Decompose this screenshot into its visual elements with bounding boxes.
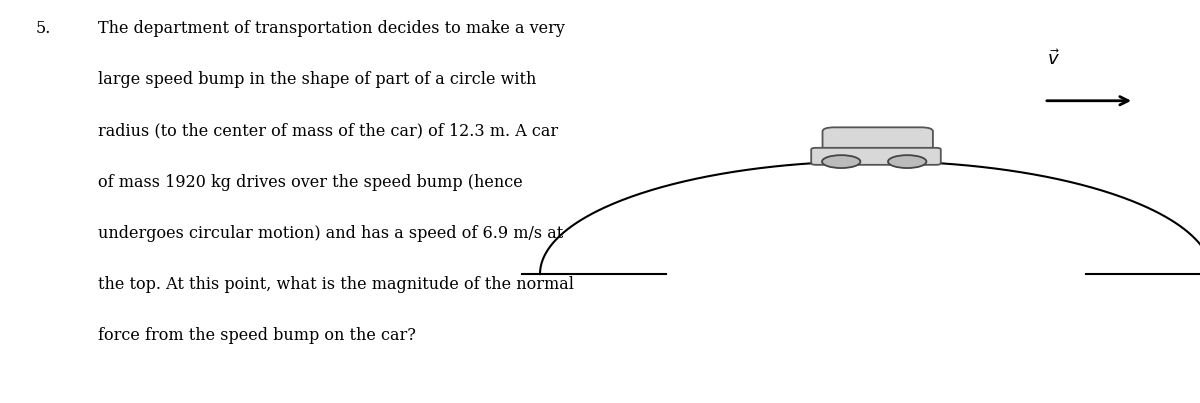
Text: force from the speed bump on the car?: force from the speed bump on the car?: [98, 327, 416, 344]
Text: radius (to the center of mass of the car) of 12.3 m. A car: radius (to the center of mass of the car…: [98, 123, 558, 139]
Text: large speed bump in the shape of part of a circle with: large speed bump in the shape of part of…: [98, 71, 536, 88]
Circle shape: [888, 155, 926, 168]
FancyBboxPatch shape: [822, 127, 932, 154]
Text: $\vec{v}$: $\vec{v}$: [1048, 49, 1060, 69]
Text: of mass 1920 kg drives over the speed bump (hence: of mass 1920 kg drives over the speed bu…: [98, 174, 523, 191]
Text: the top. At this point, what is the magnitude of the normal: the top. At this point, what is the magn…: [98, 276, 575, 293]
Text: The department of transportation decides to make a very: The department of transportation decides…: [98, 20, 565, 37]
Text: undergoes circular motion) and has a speed of 6.9 m/s at: undergoes circular motion) and has a spe…: [98, 225, 564, 242]
FancyBboxPatch shape: [811, 148, 941, 165]
Circle shape: [822, 155, 860, 168]
Text: 5.: 5.: [36, 20, 52, 37]
